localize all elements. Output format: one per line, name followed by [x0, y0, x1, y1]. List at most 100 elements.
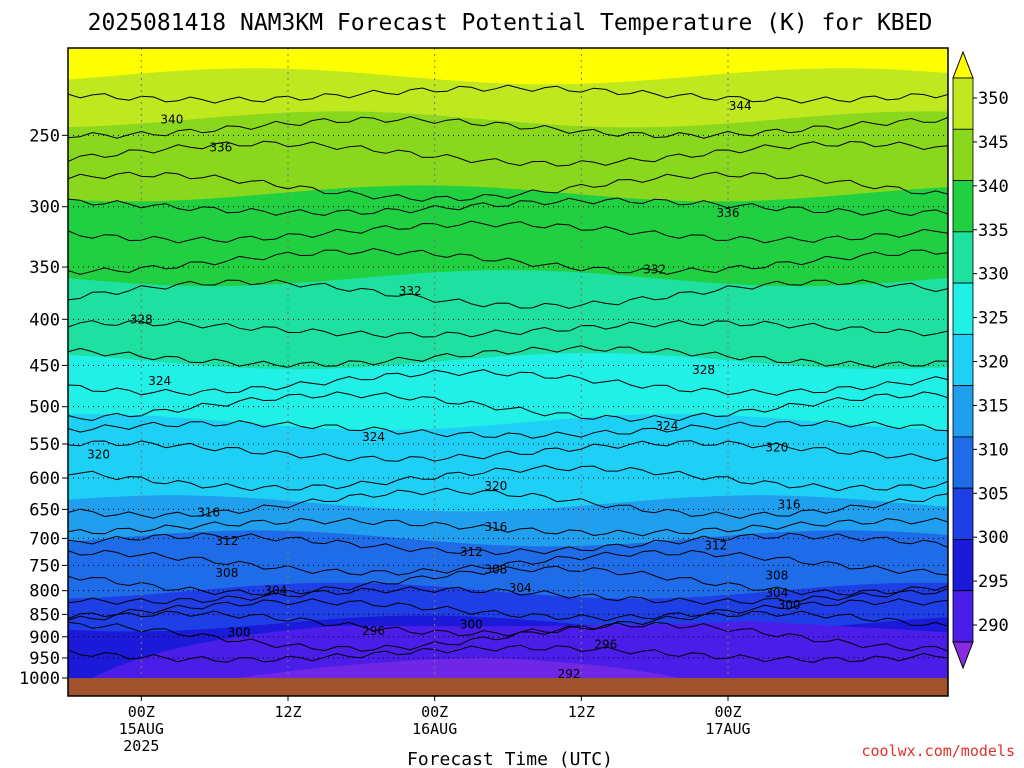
- y-tick-label: 850: [29, 605, 60, 625]
- contour-label: 312: [704, 539, 727, 553]
- contour-line: [68, 84, 948, 104]
- colorbar: 290 295 300 305 310 315 320 325 330 335 340 345 350: [952, 50, 1009, 670]
- credit-text: coolwx.com/models: [861, 742, 1015, 760]
- y-tick-label: 900: [29, 628, 60, 648]
- contour-label: 324: [148, 374, 171, 388]
- colorbar-swatch: [952, 231, 974, 284]
- colorbar-swatch: [952, 180, 974, 233]
- plot-frame: [67, 47, 949, 697]
- colorbar-label: 350: [978, 89, 1009, 109]
- colorbar-swatch: [952, 77, 974, 130]
- colorbar-label: 325: [978, 309, 1009, 329]
- colorbar-swatch: [952, 333, 974, 387]
- colorbar-label: 345: [978, 133, 1009, 153]
- contour-label: 304: [509, 581, 532, 595]
- contour-label: 296: [362, 624, 385, 638]
- colorbar-label: 295: [978, 572, 1009, 592]
- band-coldest: [239, 657, 680, 678]
- contour-label: 336: [209, 141, 232, 155]
- x-tick-label: 2025: [123, 737, 159, 755]
- colorbar-label: 340: [978, 177, 1009, 197]
- colorbar-label: 310: [978, 440, 1009, 460]
- contour-line: [68, 171, 948, 202]
- colorbar-label: 290: [978, 616, 1009, 636]
- x-tick-label: 16AUG: [412, 720, 457, 738]
- contour-label: 308: [215, 566, 238, 580]
- x-tick-label: 12Z: [568, 703, 595, 721]
- contour-line: [68, 369, 948, 396]
- colorbar-arrow-bottom: [952, 641, 974, 670]
- contour-label: 316: [197, 505, 220, 519]
- contour-label: 316: [484, 520, 507, 534]
- contour-label: 296: [594, 638, 617, 652]
- colorbar-swatch: [952, 487, 974, 540]
- contour-line: [68, 345, 948, 369]
- contour-line: [68, 621, 948, 652]
- contour-line: [68, 197, 948, 217]
- contour-label: 300: [228, 625, 251, 639]
- plot-area: 3403363443363323323283283243243243203203…: [67, 47, 949, 697]
- contour-line: [68, 247, 948, 275]
- contour-label: 312: [215, 534, 238, 548]
- x-tick-label: 00Z: [128, 703, 155, 721]
- contour-line: [68, 279, 948, 309]
- colorbar-label: 335: [978, 221, 1009, 241]
- colorbar-swatch: [952, 128, 974, 181]
- contour-line: [68, 532, 948, 556]
- contour-line: [68, 517, 948, 537]
- ground-strip: [68, 678, 948, 696]
- contour-label: 312: [460, 545, 483, 559]
- y-tick-label: 300: [29, 198, 60, 218]
- contour-label: 332: [399, 284, 422, 298]
- contour-label: 332: [643, 262, 666, 276]
- y-tick-label: 250: [29, 126, 60, 146]
- colorbar-swatch: [952, 590, 974, 643]
- y-tick-label: 750: [29, 556, 60, 576]
- contour-label: 340: [160, 112, 183, 126]
- y-tick-label: 400: [29, 310, 60, 330]
- contour-label: 328: [692, 363, 715, 377]
- contour-label: 308: [765, 569, 788, 583]
- x-tick-label: 00Z: [421, 703, 448, 721]
- contour-line: [68, 598, 948, 622]
- colorbar-swatch: [952, 385, 974, 438]
- contour-line: [68, 644, 948, 663]
- contour-line: [68, 116, 948, 139]
- contour-line: [68, 549, 948, 576]
- chart-title: 2025081418 NAM3KM Forecast Potential Tem…: [88, 10, 933, 36]
- y-tick-label: 650: [29, 500, 60, 520]
- y-tick-label: 1000: [19, 669, 60, 689]
- contour-line: [68, 610, 948, 637]
- contour-line: [68, 391, 948, 422]
- contour-line: [68, 565, 948, 596]
- grid: [68, 48, 948, 678]
- contour-label: 304: [264, 584, 287, 598]
- y-tick-label: 350: [29, 258, 60, 278]
- contour-label: 336: [717, 206, 740, 220]
- contour-label: 316: [778, 498, 801, 512]
- contour-line: [68, 464, 948, 492]
- x-tick-label: 15AUG: [119, 720, 164, 738]
- colorbar-swatch: [952, 282, 974, 335]
- contour-line: [68, 440, 948, 462]
- y-tick-label: 950: [29, 649, 60, 669]
- band-12: [68, 48, 948, 85]
- colorbar-label: 320: [978, 353, 1009, 373]
- contour-line: [68, 487, 948, 519]
- contour-label: 344: [729, 99, 752, 113]
- y-tick-label: 550: [29, 435, 60, 455]
- contour-label: 300: [778, 598, 801, 612]
- y-tick-label: 700: [29, 529, 60, 549]
- contour-label: 320: [765, 441, 788, 455]
- contour-line: [68, 420, 948, 439]
- colorbar-label: 315: [978, 396, 1009, 416]
- contour-label: 320: [484, 479, 507, 493]
- colorbar-swatch: [952, 436, 974, 489]
- colorbar-swatch: [952, 539, 974, 592]
- contour-label: 300: [460, 617, 483, 631]
- band-cold-pool: [92, 621, 948, 678]
- y-axis: 250 300 350 400 450 500 550 600 650 700 750 800 850 9…: [19, 126, 68, 689]
- contour-label: 304: [765, 586, 788, 600]
